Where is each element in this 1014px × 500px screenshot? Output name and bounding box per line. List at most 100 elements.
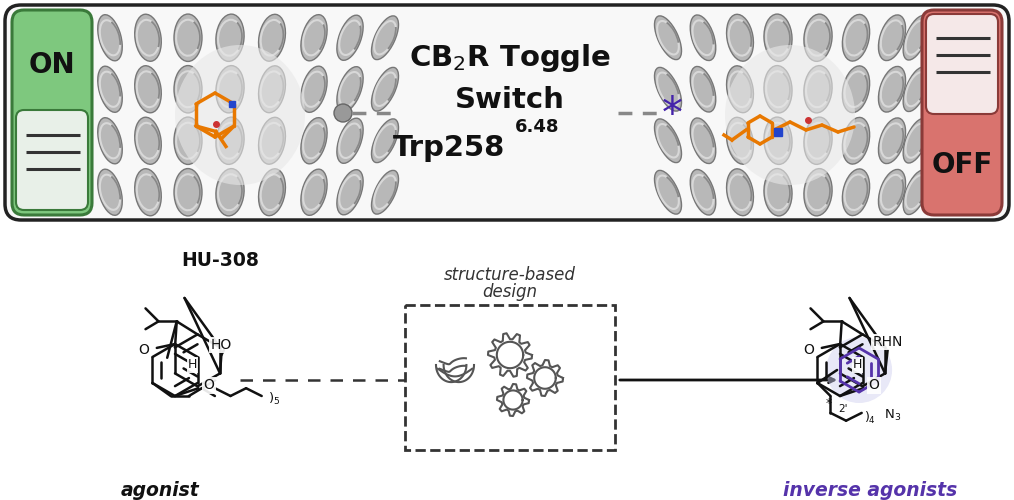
Ellipse shape [654,16,681,60]
Ellipse shape [337,66,363,112]
Text: structure-based: structure-based [444,266,576,284]
Ellipse shape [878,118,906,164]
Ellipse shape [175,45,305,185]
Ellipse shape [337,170,363,215]
FancyBboxPatch shape [5,5,1009,220]
FancyBboxPatch shape [12,10,92,215]
Ellipse shape [371,119,399,162]
Text: *: * [661,94,682,136]
Ellipse shape [903,170,929,214]
Text: HO: HO [210,338,231,352]
Text: O: O [204,378,214,392]
Ellipse shape [764,117,792,164]
Ellipse shape [301,169,328,216]
Text: H: H [188,358,197,372]
FancyBboxPatch shape [16,110,88,210]
Ellipse shape [878,15,906,60]
Ellipse shape [804,66,832,113]
Ellipse shape [843,14,870,61]
FancyBboxPatch shape [405,305,615,450]
Ellipse shape [216,66,244,113]
Ellipse shape [259,66,286,112]
Ellipse shape [691,66,716,112]
Ellipse shape [727,118,753,164]
Text: Trp258: Trp258 [392,134,505,162]
Text: ON: ON [28,51,75,79]
Ellipse shape [301,118,328,164]
Ellipse shape [135,168,161,216]
Ellipse shape [174,14,202,62]
Ellipse shape [216,117,244,164]
Ellipse shape [97,118,123,164]
Text: inverse agonists: inverse agonists [783,480,957,500]
Ellipse shape [259,169,286,216]
Text: agonist: agonist [121,480,200,500]
Text: O: O [868,378,879,392]
Ellipse shape [259,118,286,164]
Ellipse shape [97,169,123,216]
Ellipse shape [654,119,681,162]
Ellipse shape [764,168,792,216]
Text: CB$_2$R Toggle: CB$_2$R Toggle [409,42,611,74]
Text: H: H [853,358,862,372]
Text: O: O [803,343,814,357]
Ellipse shape [301,66,328,112]
Ellipse shape [691,15,716,60]
Ellipse shape [135,14,161,62]
Text: )$_5$: )$_5$ [268,391,280,407]
Ellipse shape [727,14,753,61]
Ellipse shape [337,15,363,60]
Circle shape [826,337,892,403]
Ellipse shape [903,118,929,163]
Ellipse shape [174,66,202,113]
Text: O: O [138,343,149,357]
Ellipse shape [174,117,202,164]
Ellipse shape [216,14,244,62]
Text: N$_3$: N$_3$ [884,408,901,422]
Text: Switch: Switch [455,86,565,114]
Ellipse shape [804,117,832,164]
Ellipse shape [216,168,244,216]
Bar [400,10,620,215]
Ellipse shape [727,169,753,216]
Ellipse shape [259,14,286,61]
Ellipse shape [804,168,832,216]
Text: OFF: OFF [932,151,993,179]
Ellipse shape [654,68,681,111]
Ellipse shape [371,170,399,214]
Ellipse shape [878,170,906,215]
Ellipse shape [903,67,929,112]
Text: )$_4$: )$_4$ [864,410,876,426]
Ellipse shape [843,118,870,164]
Ellipse shape [764,66,792,113]
FancyBboxPatch shape [926,14,998,114]
Ellipse shape [337,118,363,164]
Text: HU-308: HU-308 [182,250,259,270]
Text: RHN: RHN [872,335,902,349]
Ellipse shape [97,14,123,61]
Ellipse shape [727,66,753,112]
Text: 2': 2' [839,404,848,414]
Text: *: * [825,398,831,410]
Ellipse shape [843,66,870,112]
Ellipse shape [903,16,929,60]
Ellipse shape [135,66,161,113]
Ellipse shape [371,68,399,111]
Ellipse shape [691,118,716,164]
Ellipse shape [654,170,681,214]
Ellipse shape [804,14,832,62]
Ellipse shape [878,66,906,112]
FancyBboxPatch shape [922,10,1002,215]
Ellipse shape [135,117,161,164]
Ellipse shape [174,168,202,216]
Ellipse shape [725,45,855,185]
Text: design: design [483,283,537,301]
Ellipse shape [97,66,123,112]
Ellipse shape [371,16,399,60]
Ellipse shape [301,14,328,61]
Ellipse shape [843,169,870,216]
Circle shape [334,104,352,122]
Text: 6.48: 6.48 [515,118,560,136]
Ellipse shape [764,14,792,62]
Ellipse shape [691,170,716,215]
